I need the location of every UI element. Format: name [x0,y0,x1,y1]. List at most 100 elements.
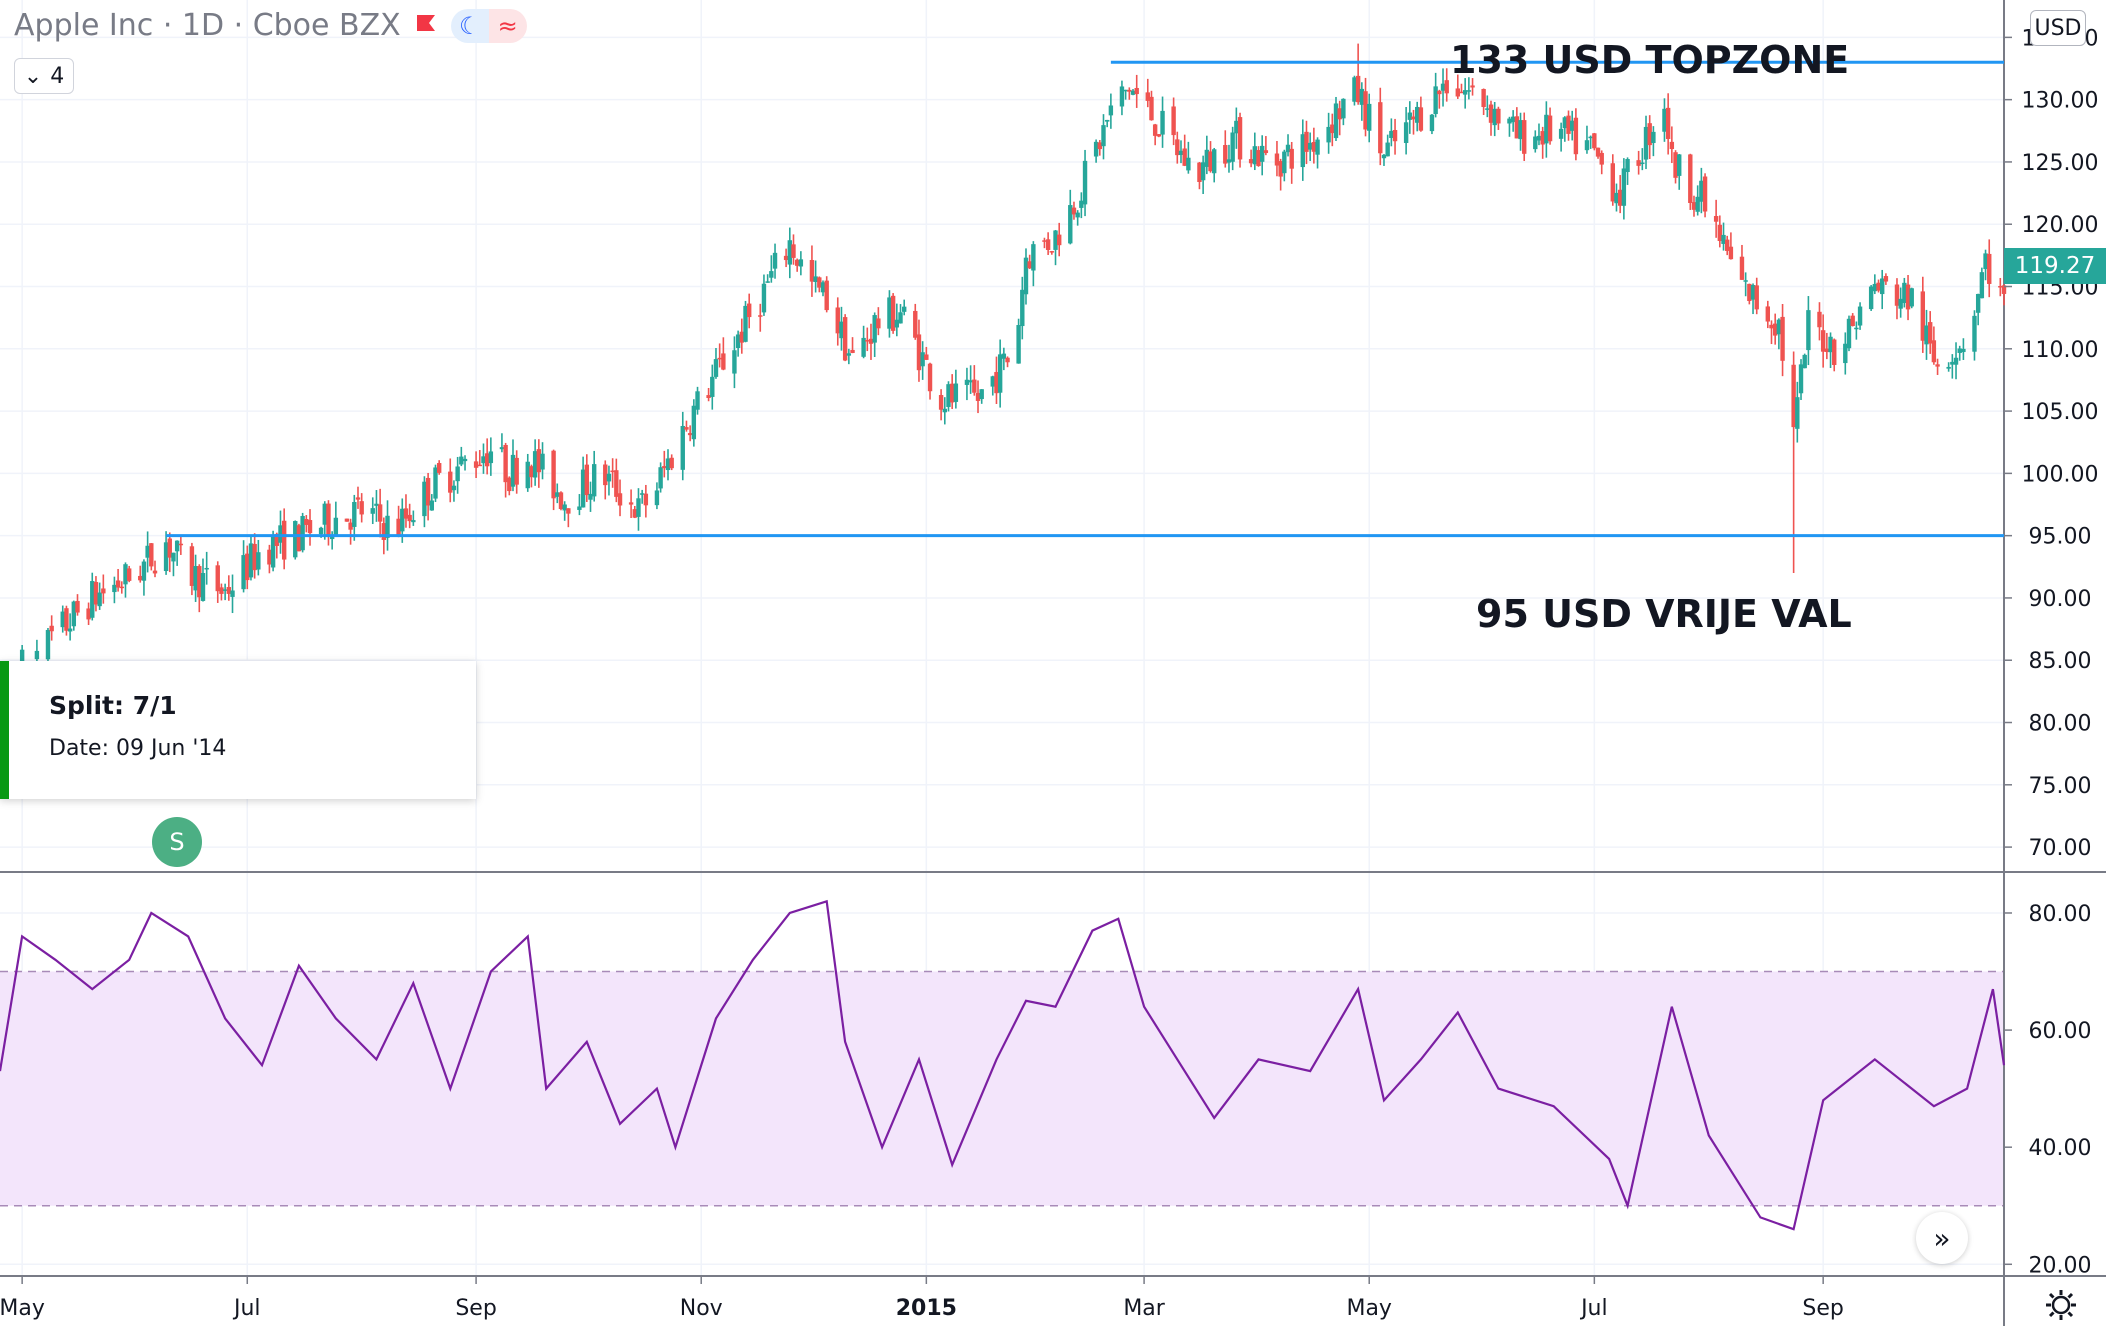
candle-body [204,567,209,570]
candle-body [1149,96,1154,121]
rsi-tick-label: 60.00 [2029,1019,2092,1044]
candle-body [411,520,416,523]
candle-body [1496,108,1501,124]
candle-body [459,456,464,465]
candle-body [119,586,124,589]
candle-body [60,611,65,628]
candle-body [1588,136,1593,139]
candle-body [588,493,593,500]
candle-body [1665,107,1671,139]
candle-body [558,492,564,509]
currency-button[interactable]: USD [2030,10,2086,46]
candle-body [171,552,176,562]
candle-body [901,306,907,312]
rsi-tick-label: 40.00 [2029,1136,2092,1161]
candle-body [1725,239,1730,251]
candle-body [1459,91,1464,94]
candle-body [433,467,438,499]
time-tick-label: May [0,1296,45,1321]
gear-icon[interactable] [2044,1288,2078,1322]
candle-body [1739,256,1745,280]
candle-body [296,525,302,552]
candle-body [370,508,375,514]
candle-body [1020,289,1025,327]
split-title: Split: 7/1 [49,691,177,720]
candle-body [1743,280,1748,282]
candle-body [241,555,246,590]
candle-body [34,650,40,660]
candle-body [1234,120,1239,134]
candle-body [1418,107,1424,131]
candle-body [477,464,482,467]
wave-icon[interactable]: ≈ [488,8,527,43]
candle-body [1880,278,1885,295]
candle-body [1662,108,1667,132]
candle-body [1212,149,1217,174]
moon-icon[interactable]: ☾ [450,8,489,43]
candle-body [1223,145,1228,164]
candle-body [1407,112,1413,120]
candle-body [1820,330,1826,352]
candle-body [1883,276,1889,282]
topzone-annotation[interactable]: 133 USD TOPZONE [1450,38,1850,82]
candle-body [1798,364,1804,394]
candle-body [1931,340,1937,363]
candle-body [1156,134,1162,137]
candle-body [1005,357,1010,363]
candle-body [425,477,431,506]
split-marker[interactable]: S [152,817,202,867]
candle-body [1108,105,1114,116]
candle-body [1857,306,1863,326]
candle-body [245,553,250,581]
candle-body [256,552,261,570]
candle-body [787,240,792,265]
candle-body [861,337,866,357]
candle-body [178,543,184,546]
collapse-indicators-button[interactable]: ⌄ 4 [14,58,74,94]
chart-header: Apple Inc · 1D · Cboe BZX ☾ ≈ [14,8,527,43]
candle-body [842,317,848,361]
candle-body [1828,336,1833,353]
price-tick-label: 130.00 [2022,89,2099,114]
flag-icon[interactable] [415,13,437,39]
candle-body [86,608,91,620]
candle-body [75,600,80,613]
candle-body [1075,212,1080,218]
price-tick-label: 80.00 [2029,712,2092,737]
free-fall-annotation[interactable]: 95 USD VRIJE VAL [1476,592,1852,636]
candle-body [381,523,387,540]
candle-body [1104,119,1110,122]
candle-body [1522,120,1527,154]
indicator-pills[interactable]: ☾ ≈ [450,8,527,43]
symbol-title[interactable]: Apple Inc · 1D · Cboe BZX [14,8,401,43]
price-tick-label: 95.00 [2029,525,2092,550]
candle-body [141,561,147,581]
candle-body [968,380,973,383]
candle-body [326,503,331,536]
candle-body [1935,364,1940,367]
candle-body [1795,397,1800,429]
candle-body [577,506,582,510]
candle-body [1031,244,1036,271]
candle-body [1669,141,1675,150]
candle-body [566,508,571,514]
scroll-to-realtime-button[interactable]: » [1916,1212,1968,1264]
candle-body [798,259,804,267]
candle-body [1747,283,1752,301]
candle-body [149,543,154,567]
candle-body [916,334,922,371]
candle-body [732,350,737,374]
candle-body [1540,131,1545,145]
candle-body [1776,319,1782,335]
candle-body [407,514,412,522]
candle-body [1507,118,1512,124]
time-tick-label: Sep [1802,1296,1843,1321]
candle-body [529,466,534,478]
candle-body [1053,230,1058,250]
candle-body [1832,339,1837,365]
candle-body [1905,284,1911,310]
candle-body [850,349,855,353]
candle-body [1573,117,1579,155]
candle-body [1204,149,1210,167]
